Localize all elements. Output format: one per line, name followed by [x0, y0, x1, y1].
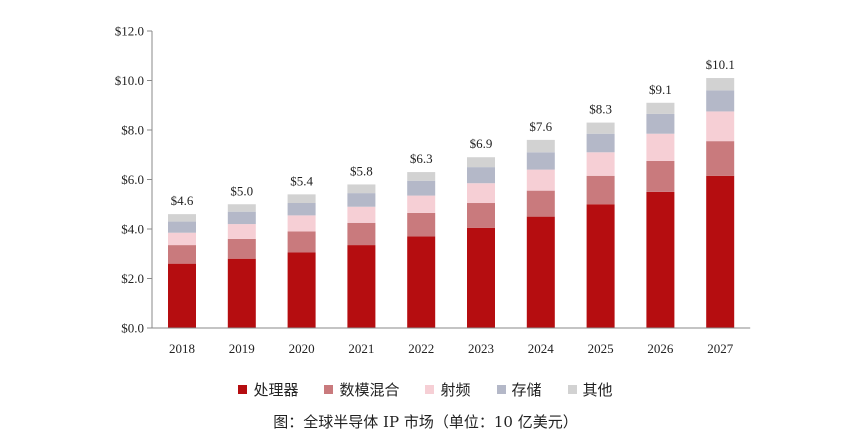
y-tick-label: $12.0 [115, 24, 144, 39]
bar-segment [168, 245, 196, 264]
bar-segment [347, 206, 376, 223]
legend-swatch [425, 385, 435, 394]
x-tick-label: 2023 [468, 341, 494, 356]
bar-segment [287, 252, 316, 328]
figure-caption: 图：全球半导体 IP 市场（单位：10 亿美元） [273, 413, 578, 431]
bar-segment [646, 191, 675, 328]
bar-segment [706, 111, 735, 142]
legend-label: 数模混合 [339, 381, 400, 399]
total-label: $8.3 [589, 102, 612, 117]
legend: 处理器 数模混合 射频 存储 其他 [0, 379, 851, 400]
bar-segment [706, 175, 735, 328]
total-label: $5.4 [290, 173, 313, 188]
legend-label: 存储 [511, 381, 542, 399]
bar-segment [287, 194, 316, 204]
bar-segment [347, 184, 376, 194]
bar-segment [287, 215, 316, 232]
bar-segment [526, 190, 555, 217]
x-axis: 2018 2019 2020 2021 2022 2023 2024 2025 2026 2027 [152, 327, 751, 356]
x-tick-label: 2025 [588, 341, 614, 356]
x-tick-label: 2026 [647, 341, 674, 356]
bar-segment [168, 214, 196, 222]
x-tick-label: 2020 [289, 341, 315, 356]
legend-label: 其他 [582, 381, 613, 399]
bar-segment [526, 216, 555, 328]
bar-segment [467, 227, 495, 328]
legend-swatch [567, 385, 577, 394]
bar-segment [168, 232, 196, 246]
total-label: $5.8 [350, 163, 373, 178]
bar-segment [526, 152, 555, 170]
bar-segment [646, 113, 675, 134]
bar-segment [227, 238, 256, 259]
legend-item: 其他 [567, 379, 613, 400]
bar-segment [706, 141, 735, 176]
legend-label: 处理器 [253, 381, 299, 399]
bar-segment [287, 203, 316, 216]
total-label: $7.6 [529, 119, 552, 134]
total-label: $9.1 [649, 82, 672, 97]
x-tick-label: 2021 [348, 341, 374, 356]
total-labels: $4.6 $5.0 $5.4 $5.8 $6.3 $6.9 $7.6 $8.3 $9.1 $10.… [171, 57, 735, 208]
legend-swatch [324, 385, 334, 394]
bar-segment [407, 172, 436, 181]
legend-swatch [238, 385, 248, 394]
y-tick-label: $2.0 [121, 271, 144, 286]
bar-segment [586, 122, 615, 134]
x-tick-label: 2019 [229, 341, 255, 356]
bar-segment [706, 90, 735, 112]
legend-label: 射频 [440, 381, 471, 399]
bar-segment [586, 175, 615, 205]
total-label: $4.6 [171, 193, 194, 208]
bars [168, 78, 735, 328]
total-label: $5.0 [230, 183, 253, 198]
bar-segment [467, 203, 495, 228]
bar-segment [646, 133, 675, 161]
legend-item: 存储 [496, 379, 542, 400]
legend-item: 数模混合 [324, 379, 399, 400]
bar-segment [168, 221, 196, 233]
total-label: $6.9 [470, 136, 493, 151]
legend-swatch [496, 385, 506, 394]
bar-segment [467, 157, 495, 168]
bar-segment [347, 245, 376, 328]
bar-segment [347, 222, 376, 246]
bar-segment [586, 152, 615, 176]
bar-segment [407, 195, 436, 213]
x-tick-label: 2018 [169, 341, 195, 356]
bar-segment [168, 263, 196, 328]
bar-segment [586, 204, 615, 328]
bar-segment [586, 133, 615, 153]
bar-segment [526, 169, 555, 191]
y-axis: $0.0 $2.0 $4.0 $6.0 $8.0 $10.0 $12.0 [115, 24, 153, 336]
bar-segment [407, 212, 436, 237]
bar-segment [706, 78, 735, 91]
total-label: $6.3 [410, 151, 433, 166]
x-tick-label: 2022 [408, 341, 434, 356]
bar-segment [347, 193, 376, 207]
bar-segment [407, 180, 436, 196]
legend-item: 射频 [425, 379, 471, 400]
bar-segment [526, 139, 555, 153]
legend-item: 处理器 [238, 379, 298, 400]
total-label: $10.1 [706, 57, 735, 72]
bar-segment [287, 231, 316, 253]
x-tick-label: 2027 [707, 341, 734, 356]
y-tick-label: $10.0 [115, 73, 144, 88]
bar-segment [227, 211, 256, 225]
bar-segment [227, 204, 256, 212]
bar-segment [227, 258, 256, 328]
y-tick-label: $0.0 [121, 321, 144, 336]
x-tick-label: 2024 [528, 341, 555, 356]
bar-segment [227, 224, 256, 239]
y-tick-label: $8.0 [121, 123, 144, 138]
bar-segment [646, 160, 675, 192]
bar-segment [407, 236, 436, 328]
y-tick-label: $4.0 [121, 222, 144, 237]
bar-segment [467, 167, 495, 184]
bar-segment [467, 183, 495, 204]
bar-segment [646, 102, 675, 114]
y-tick-label: $6.0 [121, 172, 144, 187]
